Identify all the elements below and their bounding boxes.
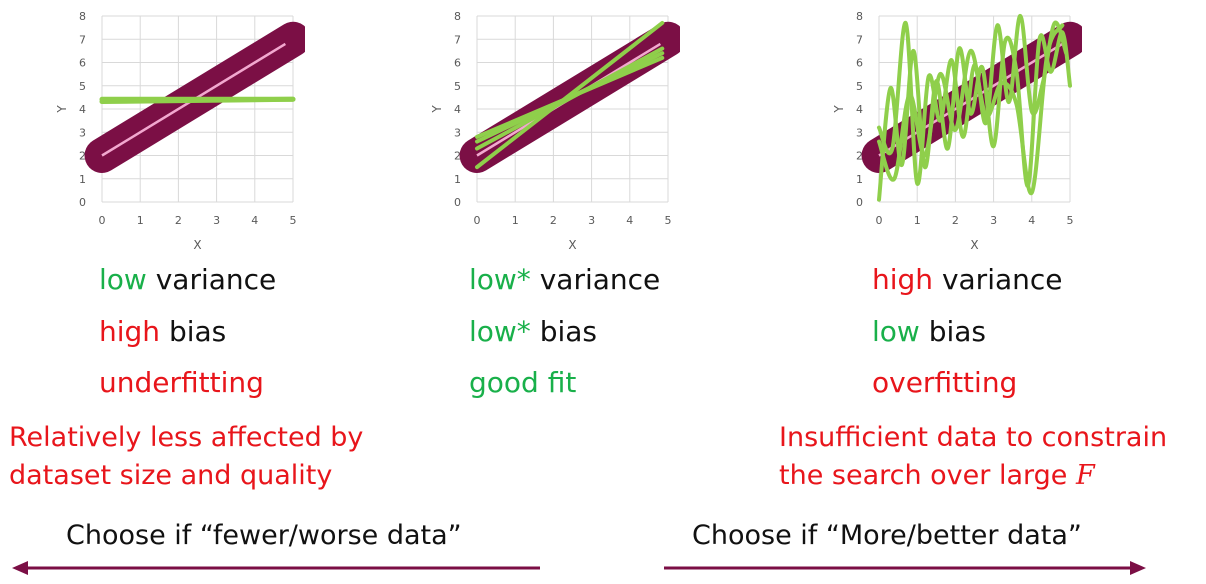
x-tick-label: 3: [990, 214, 997, 227]
col2-variance: low* variance: [469, 263, 660, 297]
underfit-chart: 0 1 2 3 4 5 6 7 8 0 1 2 3 4 5 X Y: [55, 0, 305, 258]
y-tick-label: 4: [454, 103, 461, 116]
y-axis-label: Y: [55, 105, 69, 114]
overfit-chart: 0 1 2 3 4 5 6 7 8 0 1 2 3 4 5 X Y: [832, 0, 1082, 258]
y-tick-label: 2: [454, 150, 461, 163]
choose-left-label: Choose if “fewer/worse data”: [66, 520, 462, 551]
fitted-curve: [877, 23, 1065, 195]
y-tick-label: 6: [454, 57, 461, 70]
x-tick-label: 1: [914, 214, 921, 227]
y-tick-label: 7: [856, 33, 863, 46]
y-tick-label: 8: [454, 10, 461, 23]
col1-variance-level: low: [99, 263, 147, 296]
y-tick-label: 8: [856, 10, 863, 23]
left-note-line2: dataset size and quality: [9, 460, 333, 491]
y-tick-label: 1: [454, 173, 461, 186]
fitted-curve: [475, 20, 665, 170]
hypothesis-space-var: F: [1075, 460, 1095, 491]
x-tick-label: 0: [474, 214, 481, 227]
col2-bias: low* bias: [469, 315, 597, 349]
y-tick-label: 7: [454, 33, 461, 46]
x-tick-label: 2: [550, 214, 557, 227]
y-tick-label: 4: [79, 103, 86, 116]
x-tick-label: 2: [175, 214, 182, 227]
y-tick-label: 2: [79, 150, 86, 163]
x-tick-label: 2: [952, 214, 959, 227]
x-axis-label: X: [970, 238, 978, 252]
y-axis-label: Y: [832, 105, 846, 114]
y-tick-label: 5: [454, 80, 461, 93]
fitted-curve: [99, 96, 296, 105]
left-note: Relatively less affected by dataset size…: [9, 419, 363, 495]
y-tick-label: 1: [856, 173, 863, 186]
left-note-line1: Relatively less affected by: [9, 422, 364, 453]
y-tick-label: 0: [79, 196, 86, 209]
col2-fit-verdict: good fit: [469, 366, 577, 399]
x-tick-label: 3: [588, 214, 595, 227]
col2-variance-label: variance: [530, 263, 661, 296]
col2-bias-label: bias: [530, 315, 598, 348]
x-tick-label: 1: [512, 214, 519, 227]
right-arrow: [664, 561, 1146, 575]
x-tick-label: 0: [99, 214, 106, 227]
x-tick-label: 1: [137, 214, 144, 227]
x-tick-label: 4: [1028, 214, 1035, 227]
y-tick-label: 0: [856, 196, 863, 209]
col3-bias: low bias: [872, 315, 986, 349]
col3-variance: high variance: [872, 263, 1063, 297]
col3-bias-level: low: [872, 315, 920, 348]
y-tick-label: 4: [856, 103, 863, 116]
y-tick-label: 5: [856, 80, 863, 93]
col2-bias-level: low*: [469, 315, 531, 348]
y-tick-label: 3: [454, 126, 461, 139]
x-axis-label: X: [568, 238, 576, 252]
x-tick-label: 5: [290, 214, 297, 227]
y-tick-label: 2: [856, 150, 863, 163]
y-axis-label: Y: [430, 105, 444, 114]
col1-variance: low variance: [99, 263, 276, 297]
chart-svg: 0 1 2 3 4 5 6 7 8 0 1 2 3 4 5 X Y: [55, 10, 305, 252]
y-tick-label: 8: [79, 10, 86, 23]
y-tick-label: 5: [79, 80, 86, 93]
x-axis-label: X: [193, 238, 201, 252]
right-note-line1: Insufficient data to constrain: [779, 422, 1168, 453]
col3-variance-level: high: [872, 263, 934, 296]
x-tick-label: 4: [251, 214, 258, 227]
col3-variance-label: variance: [933, 263, 1063, 296]
right-note-line2: the search over large F: [779, 457, 1167, 495]
col1-variance-label: variance: [146, 263, 277, 296]
x-tick-label: 0: [876, 214, 883, 227]
col1-bias: high bias: [99, 315, 226, 349]
chart-svg: 0 1 2 3 4 5 6 7 8 0 1 2 3 4 5 X Y: [832, 10, 1082, 252]
right-note-line2-text: the search over large: [779, 460, 1076, 491]
y-tick-label: 0: [454, 196, 461, 209]
x-tick-label: 3: [213, 214, 220, 227]
y-tick-label: 3: [856, 126, 863, 139]
fitted-curve: [475, 51, 665, 144]
right-note: Insufficient data to constrain the searc…: [779, 419, 1167, 495]
col1-fit-verdict: underfitting: [99, 366, 264, 399]
x-tick-label: 4: [626, 214, 633, 227]
y-tick-label: 3: [79, 126, 86, 139]
col3-bias-label: bias: [919, 315, 987, 348]
x-tick-label: 5: [1067, 214, 1074, 227]
chart-svg: 0 1 2 3 4 5 6 7 8 0 1 2 3 4 5 X Y: [430, 10, 680, 252]
col1-bias-level: high: [99, 315, 161, 348]
choose-right-label: Choose if “More/better data”: [692, 520, 1082, 551]
col2-variance-level: low*: [469, 263, 531, 296]
y-tick-label: 1: [79, 173, 86, 186]
y-tick-label: 6: [79, 57, 86, 70]
x-tick-label: 5: [665, 214, 672, 227]
left-arrow: [12, 561, 540, 575]
col3-fit-verdict: overfitting: [872, 366, 1018, 399]
y-tick-label: 7: [79, 33, 86, 46]
y-tick-label: 6: [856, 57, 863, 70]
col1-bias-label: bias: [160, 315, 227, 348]
good-fit-chart: 0 1 2 3 4 5 6 7 8 0 1 2 3 4 5 X Y: [430, 0, 680, 258]
